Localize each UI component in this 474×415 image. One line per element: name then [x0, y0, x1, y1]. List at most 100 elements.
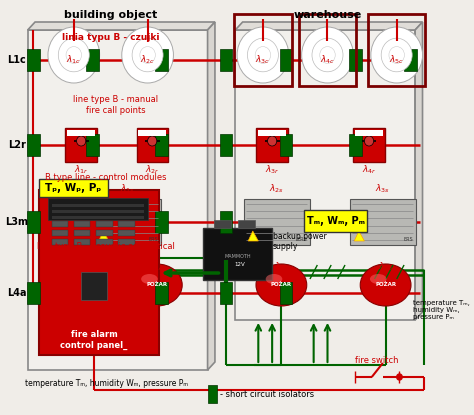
Text: POŻAR: POŻAR [146, 283, 167, 288]
Circle shape [371, 27, 422, 83]
Ellipse shape [131, 264, 182, 306]
Bar [219, 49, 232, 71]
Bar [238, 220, 255, 228]
Bar [52, 230, 68, 236]
Text: backup power
supply: backup power supply [273, 232, 327, 251]
Bar [280, 49, 292, 71]
Text: $\lambda_{1o}$: $\lambda_{1o}$ [149, 261, 164, 273]
Ellipse shape [360, 264, 411, 306]
Text: building object: building object [64, 10, 157, 20]
Bar [219, 134, 232, 156]
Text: $\lambda_{3c}$: $\lambda_{3c}$ [255, 54, 271, 66]
Bar [52, 216, 144, 219]
Bar [349, 49, 362, 71]
Circle shape [132, 38, 163, 72]
Text: MAMMOTH: MAMMOTH [225, 254, 251, 259]
Circle shape [312, 38, 343, 72]
Bar [74, 221, 91, 227]
Bar [52, 239, 68, 245]
Bar [155, 134, 168, 156]
Bar [280, 282, 292, 304]
Bar [353, 128, 385, 162]
Bar [27, 282, 40, 304]
Bar [74, 230, 91, 236]
Bar [349, 134, 362, 156]
Text: 12V: 12V [235, 263, 245, 268]
Text: $\lambda_{2c}$: $\lambda_{2c}$ [140, 54, 155, 66]
Text: $\lambda_{2r}$: $\lambda_{2r}$ [145, 164, 160, 176]
Bar [155, 282, 168, 304]
Circle shape [48, 27, 100, 83]
Bar [52, 221, 68, 227]
Text: $\lambda_{4c}$: $\lambda_{4c}$ [320, 54, 335, 66]
Bar [244, 199, 310, 245]
Text: ERS: ERS [148, 237, 158, 242]
Bar [27, 30, 208, 370]
Polygon shape [99, 231, 109, 241]
Bar [208, 385, 217, 403]
Bar [94, 199, 161, 245]
Bar [39, 179, 108, 197]
Text: $\lambda_{5c}$: $\lambda_{5c}$ [389, 54, 404, 66]
Bar [86, 134, 99, 156]
Bar [86, 49, 99, 71]
Circle shape [247, 38, 278, 72]
Circle shape [389, 46, 404, 63]
Text: POŻAR: POŻAR [375, 283, 396, 288]
Text: $\lambda_{3r}$: $\lambda_{3r}$ [265, 164, 280, 176]
Text: $\lambda_{1r}$: $\lambda_{1r}$ [74, 164, 89, 176]
Bar [155, 211, 168, 233]
Circle shape [267, 136, 277, 146]
Bar [256, 128, 288, 162]
Text: $\lambda_{2s}$: $\lambda_{2s}$ [269, 183, 284, 195]
Bar [67, 130, 95, 136]
Bar [96, 230, 112, 236]
Bar [155, 49, 168, 71]
Polygon shape [208, 22, 215, 370]
Text: temperature Tₘ,
humidity Wₘ,
pressure Pₘ: temperature Tₘ, humidity Wₘ, pressure Pₘ [413, 300, 470, 320]
Bar [65, 128, 97, 162]
Text: $\lambda_{1s}$: $\lambda_{1s}$ [120, 183, 135, 195]
Bar [52, 204, 144, 207]
Bar [138, 130, 166, 136]
Bar [39, 190, 159, 355]
Text: L1c: L1c [7, 55, 26, 65]
Bar [52, 210, 144, 213]
Bar [258, 130, 286, 136]
Text: fire alarm
control panel_: fire alarm control panel_ [60, 330, 128, 350]
Circle shape [365, 136, 374, 146]
Text: $\lambda_{2o}$: $\lambda_{2o}$ [273, 261, 289, 273]
Text: ERS: ERS [298, 237, 308, 242]
Circle shape [58, 38, 89, 72]
Polygon shape [235, 22, 422, 30]
Text: Tₚ, Wₚ, Pₚ: Tₚ, Wₚ, Pₚ [45, 183, 101, 193]
Circle shape [140, 46, 155, 63]
Bar [350, 199, 416, 245]
Text: ERS: ERS [404, 237, 413, 242]
Circle shape [237, 27, 289, 83]
Text: POŻAR: POŻAR [271, 283, 292, 288]
Polygon shape [27, 22, 215, 30]
Bar [118, 239, 135, 245]
Bar [404, 49, 417, 71]
Bar [280, 134, 292, 156]
Circle shape [77, 136, 86, 146]
Bar [96, 221, 112, 227]
Bar [234, 14, 292, 86]
Bar [235, 30, 415, 320]
Circle shape [320, 46, 335, 63]
Text: line type B - acoustic and optical
call points: line type B - acoustic and optical call … [37, 242, 175, 262]
Text: L3m: L3m [5, 217, 28, 227]
Text: line type B - manual
fire call points: line type B - manual fire call points [73, 95, 158, 115]
Text: $\lambda_{1c}$: $\lambda_{1c}$ [66, 54, 82, 66]
Circle shape [301, 27, 353, 83]
Bar [74, 239, 91, 245]
Polygon shape [248, 231, 258, 241]
Bar [137, 128, 168, 162]
Bar [214, 220, 231, 228]
Text: $\lambda_{4r}$: $\lambda_{4r}$ [362, 164, 376, 176]
Text: temperature Tₘ, humidity Wₘ, pressure Pₘ: temperature Tₘ, humidity Wₘ, pressure Pₘ [25, 378, 188, 388]
Circle shape [381, 38, 412, 72]
Ellipse shape [256, 264, 307, 306]
Text: linia typu B - czujki: linia typu B - czujki [62, 32, 159, 42]
